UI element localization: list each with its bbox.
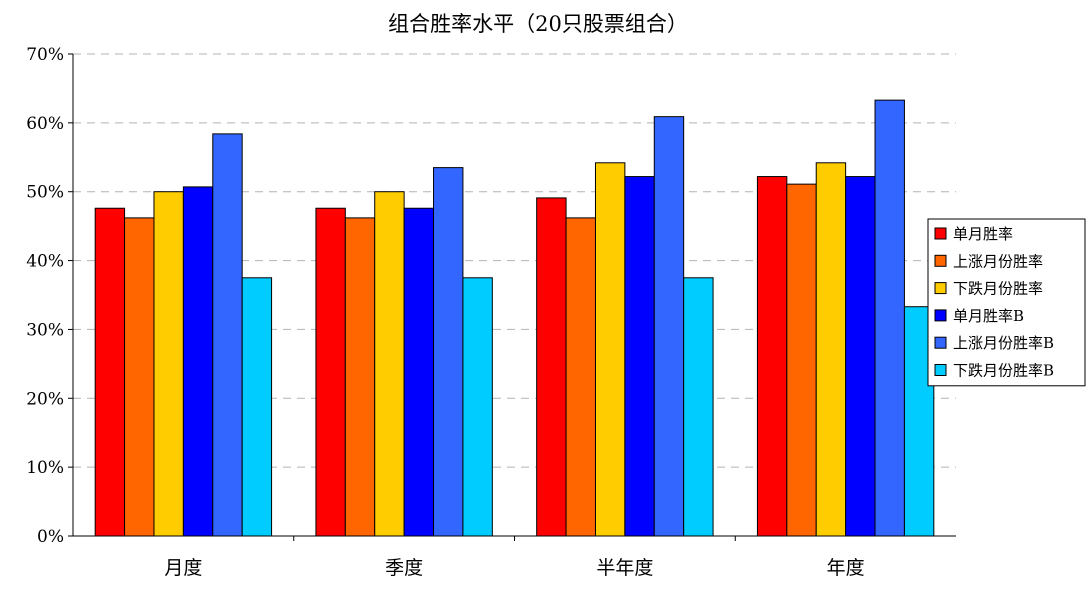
- legend-label: 下跌月份胜率B: [953, 362, 1054, 380]
- legend-label: 上涨月份胜率: [953, 252, 1043, 270]
- y-tick-label: 20%: [26, 389, 64, 409]
- legend-label: 上涨月份胜率B: [953, 334, 1054, 352]
- x-category-label: 月度: [164, 557, 202, 579]
- bar: [756, 176, 788, 537]
- bar: [433, 167, 464, 537]
- x-category-label: 季度: [385, 557, 423, 579]
- y-tick-label: 0%: [37, 527, 64, 547]
- bar: [403, 207, 435, 537]
- legend-swatch: [934, 254, 947, 267]
- bar: [786, 183, 817, 537]
- bar: [182, 186, 214, 537]
- legend-box: [927, 218, 1086, 387]
- y-tick-label: 60%: [26, 114, 64, 134]
- y-tick-label: 30%: [26, 320, 64, 340]
- legend-swatch: [934, 309, 947, 322]
- x-category-label: 半年度: [596, 557, 653, 579]
- legend-swatch: [934, 282, 947, 295]
- bar: [653, 116, 685, 537]
- y-tick-label: 50%: [26, 183, 64, 203]
- y-tick-label: 70%: [26, 45, 64, 65]
- bar: [594, 162, 626, 537]
- bar: [815, 162, 847, 537]
- legend-label: 单月胜率: [953, 225, 1013, 243]
- bar: [462, 277, 493, 537]
- bar: [374, 191, 405, 537]
- bar: [565, 217, 596, 537]
- y-tick-label: 10%: [26, 458, 64, 478]
- y-tick-label: 40%: [26, 252, 64, 272]
- bar: [153, 191, 184, 537]
- legend-swatch: [934, 364, 947, 376]
- bar: [241, 277, 273, 537]
- bar: [683, 277, 714, 537]
- bar: [124, 217, 155, 537]
- chart-title: 组合胜率水平（20只股票组合）: [388, 12, 688, 36]
- legend-label: 单月胜率B: [953, 307, 1024, 325]
- legend-swatch: [934, 336, 947, 349]
- bar: [536, 197, 567, 537]
- legend-label: 下跌月份胜率: [953, 280, 1043, 298]
- bar: [845, 176, 876, 537]
- bar: [624, 176, 655, 537]
- x-category-label: 年度: [827, 557, 865, 579]
- legend-swatch: [934, 227, 947, 240]
- bar: [344, 217, 376, 537]
- bar: [874, 99, 905, 537]
- bars: [94, 99, 935, 537]
- bar: [212, 133, 243, 537]
- bar: [94, 207, 126, 537]
- bar: [315, 207, 346, 537]
